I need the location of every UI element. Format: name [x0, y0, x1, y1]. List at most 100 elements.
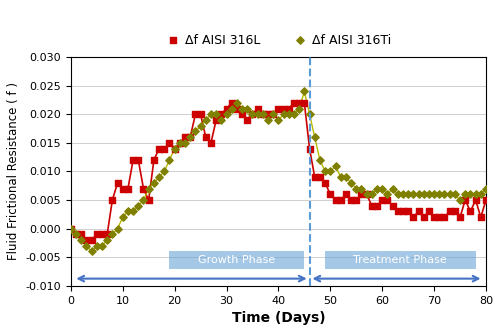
Δf AISI 316Ti — [388, 186, 396, 191]
Δf AISI 316L — [170, 146, 178, 151]
Δf AISI 316Ti — [425, 192, 433, 197]
Δf AISI 316Ti — [144, 186, 152, 191]
Δf AISI 316Ti — [228, 106, 235, 111]
FancyBboxPatch shape — [325, 251, 476, 269]
Δf AISI 316Ti — [93, 243, 101, 248]
Δf AISI 316L — [321, 180, 329, 186]
Δf AISI 316Ti — [482, 186, 490, 191]
Δf AISI 316Ti — [461, 192, 469, 197]
Δf AISI 316Ti — [451, 192, 459, 197]
Δf AISI 316L — [150, 157, 158, 163]
Δf AISI 316Ti — [186, 134, 194, 140]
Δf AISI 316Ti — [114, 226, 122, 231]
Δf AISI 316L — [207, 140, 215, 145]
Δf AISI 316Ti — [410, 192, 418, 197]
Δf AISI 316Ti — [440, 192, 448, 197]
Δf AISI 316L — [362, 192, 370, 197]
Δf AISI 316Ti — [466, 192, 474, 197]
Δf AISI 316L — [451, 209, 459, 214]
Δf AISI 316Ti — [446, 192, 454, 197]
Δf AISI 316Ti — [477, 192, 485, 197]
Δf AISI 316Ti — [160, 169, 168, 174]
Δf AISI 316L — [440, 214, 448, 220]
Δf AISI 316Ti — [88, 249, 96, 254]
Δf AISI 316L — [103, 232, 111, 237]
Δf AISI 316Ti — [108, 232, 116, 237]
Δf AISI 316L — [358, 192, 366, 197]
Δf AISI 316L — [472, 198, 480, 203]
Δf AISI 316Ti — [399, 192, 407, 197]
Δf AISI 316Ti — [134, 203, 142, 208]
Δf AISI 316L — [108, 198, 116, 203]
Δf AISI 316L — [248, 112, 256, 117]
Δf AISI 316L — [254, 106, 262, 111]
Δf AISI 316L — [388, 203, 396, 208]
Δf AISI 316L — [82, 237, 90, 243]
Δf AISI 316L — [326, 192, 334, 197]
Δf AISI 316L — [466, 209, 474, 214]
Δf AISI 316L — [72, 232, 80, 237]
Δf AISI 316L — [166, 140, 173, 145]
Δf AISI 316Ti — [103, 237, 111, 243]
Δf AISI 316Ti — [166, 157, 173, 163]
Δf AISI 316L — [373, 203, 381, 208]
Δf AISI 316Ti — [202, 118, 210, 123]
Δf AISI 316L — [129, 157, 137, 163]
Δf AISI 316L — [300, 100, 308, 106]
Δf AISI 316Ti — [280, 112, 287, 117]
Δf AISI 316Ti — [150, 180, 158, 186]
Δf AISI 316L — [67, 226, 75, 231]
Δf AISI 316L — [196, 112, 204, 117]
Δf AISI 316L — [192, 112, 200, 117]
Δf AISI 316L — [233, 106, 241, 111]
Δf AISI 316Ti — [72, 232, 80, 237]
Δf AISI 316Ti — [170, 146, 178, 151]
Δf AISI 316Ti — [222, 112, 230, 117]
Δf AISI 316L — [155, 146, 163, 151]
Δf AISI 316L — [259, 112, 267, 117]
Δf AISI 316L — [290, 100, 298, 106]
Δf AISI 316L — [228, 100, 235, 106]
Δf AISI 316L — [446, 209, 454, 214]
Δf AISI 316Ti — [244, 106, 252, 111]
Δf AISI 316L — [342, 192, 350, 197]
Δf AISI 316Ti — [368, 192, 376, 197]
Δf AISI 316Ti — [212, 112, 220, 117]
Δf AISI 316L — [144, 198, 152, 203]
Δf AISI 316L — [77, 232, 85, 237]
Δf AISI 316Ti — [362, 192, 370, 197]
X-axis label: Time (Days): Time (Days) — [232, 311, 325, 325]
Δf AISI 316Ti — [373, 186, 381, 191]
Δf AISI 316Ti — [77, 237, 85, 243]
Δf AISI 316L — [430, 214, 438, 220]
Δf AISI 316L — [414, 209, 422, 214]
Δf AISI 316Ti — [176, 140, 184, 145]
Δf AISI 316L — [336, 198, 344, 203]
Δf AISI 316Ti — [436, 192, 444, 197]
Δf AISI 316Ti — [295, 106, 303, 111]
Δf AISI 316Ti — [394, 192, 402, 197]
Δf AISI 316Ti — [192, 129, 200, 134]
Δf AISI 316L — [332, 198, 340, 203]
Δf AISI 316L — [238, 112, 246, 117]
Δf AISI 316Ti — [254, 112, 262, 117]
Δf AISI 316L — [274, 106, 282, 111]
Δf AISI 316L — [461, 198, 469, 203]
Δf AISI 316L — [368, 203, 376, 208]
Δf AISI 316Ti — [404, 192, 412, 197]
Δf AISI 316Ti — [129, 209, 137, 214]
Δf AISI 316Ti — [285, 112, 293, 117]
Δf AISI 316L — [285, 106, 293, 111]
Text: Treatment Phase: Treatment Phase — [354, 255, 447, 265]
Δf AISI 316Ti — [196, 123, 204, 128]
Δf AISI 316L — [118, 186, 126, 191]
Δf AISI 316Ti — [316, 157, 324, 163]
Δf AISI 316Ti — [300, 89, 308, 94]
Δf AISI 316Ti — [342, 175, 350, 180]
Δf AISI 316Ti — [358, 186, 366, 191]
Δf AISI 316L — [410, 214, 418, 220]
Δf AISI 316Ti — [310, 134, 318, 140]
Δf AISI 316L — [310, 175, 318, 180]
Δf AISI 316Ti — [98, 243, 106, 248]
Δf AISI 316L — [482, 198, 490, 203]
